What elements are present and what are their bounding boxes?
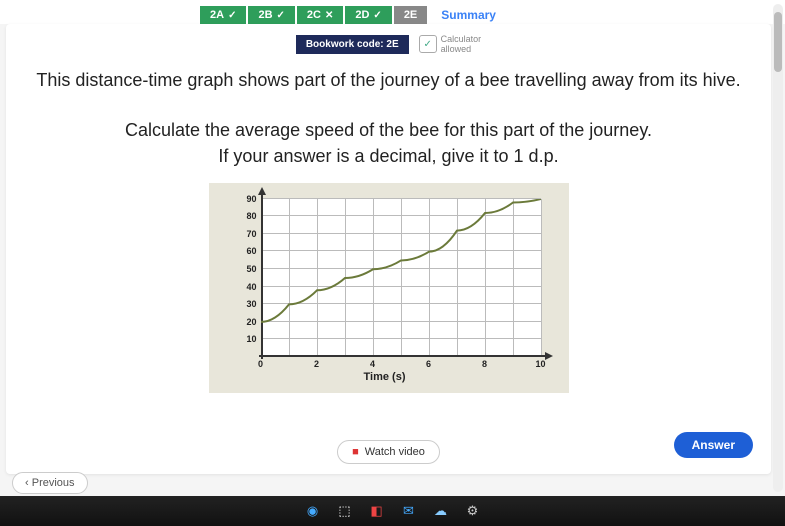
taskbar-icon[interactable]: ✉ — [400, 502, 418, 520]
question-text: This distance-time graph shows part of t… — [36, 68, 741, 169]
chart-panel: Distance from hive (m) Time (s) 10203040… — [209, 183, 569, 393]
y-tick-label: 90 — [246, 194, 256, 204]
tab-label: 2D — [355, 9, 369, 21]
check-icon: ✓ — [228, 10, 236, 21]
y-tick-label: 50 — [246, 264, 256, 274]
check-icon: ✓ — [277, 10, 285, 21]
tab-label: 2B — [258, 9, 272, 21]
bookwork-badge: Bookwork code: 2E — [296, 35, 409, 54]
gridline — [541, 199, 542, 357]
bookwork-row: Bookwork code: 2E ✓ Calculator allowed — [36, 34, 741, 54]
check-icon: ✓ — [373, 10, 381, 21]
video-icon: ■ — [352, 446, 359, 458]
y-tick-label: 40 — [246, 282, 256, 292]
calculator-allowed: ✓ Calculator allowed — [419, 34, 482, 54]
y-tick-label: 10 — [246, 334, 256, 344]
tab-2d[interactable]: 2D ✓ — [345, 6, 391, 24]
watch-video-button[interactable]: ■ Watch video — [337, 440, 440, 464]
calc-text: allowed — [441, 44, 482, 54]
tab-2b[interactable]: 2B ✓ — [248, 6, 294, 24]
answer-button[interactable]: Answer — [674, 432, 753, 458]
arrow-icon — [545, 352, 553, 360]
question-line: Calculate the average speed of the bee f… — [36, 118, 741, 143]
scroll-thumb[interactable] — [774, 12, 782, 72]
tab-label: 2C — [307, 9, 321, 21]
tab-2c[interactable]: 2C ✕ — [297, 6, 343, 24]
data-curve — [261, 199, 541, 357]
cross-icon: ✕ — [325, 10, 333, 21]
question-line: If your answer is a decimal, give it to … — [36, 144, 741, 169]
gear-icon[interactable]: ⚙ — [464, 502, 482, 520]
x-tick-label: 10 — [535, 359, 545, 369]
y-tick-label: 20 — [246, 317, 256, 327]
y-tick-label: 70 — [246, 229, 256, 239]
previous-label: Previous — [32, 477, 75, 489]
taskbar-icon[interactable]: ☁ — [432, 502, 450, 520]
question-tabs: 2A ✓ 2B ✓ 2C ✕ 2D ✓ 2E Summary — [0, 0, 785, 24]
y-tick-label: 80 — [246, 211, 256, 221]
x-axis-label: Time (s) — [364, 371, 406, 383]
taskbar: ◉ ⬚ ◧ ✉ ☁ ⚙ — [0, 496, 785, 526]
tab-2e[interactable]: 2E — [394, 6, 427, 24]
y-tick-label: 60 — [246, 246, 256, 256]
y-tick-label: 30 — [246, 299, 256, 309]
taskbar-icon[interactable]: ⬚ — [336, 502, 354, 520]
x-tick-label: 6 — [426, 359, 431, 369]
question-panel: Bookwork code: 2E ✓ Calculator allowed T… — [6, 24, 771, 474]
question-line: This distance-time graph shows part of t… — [36, 68, 741, 93]
x-tick-label: 4 — [370, 359, 375, 369]
calc-text: Calculator — [441, 34, 482, 44]
scrollbar[interactable] — [773, 4, 783, 492]
bottom-actions: ■ Watch video — [6, 440, 771, 464]
taskbar-icon[interactable]: ◉ — [304, 502, 322, 520]
chevron-left-icon: ‹ — [25, 477, 32, 489]
x-tick-label: 0 — [258, 359, 263, 369]
watch-video-label: Watch video — [365, 446, 425, 458]
x-tick-label: 8 — [482, 359, 487, 369]
taskbar-icon[interactable]: ◧ — [368, 502, 386, 520]
calculator-icon: ✓ — [419, 35, 437, 53]
tab-2a[interactable]: 2A ✓ — [200, 6, 246, 24]
previous-button[interactable]: ‹ Previous — [12, 472, 88, 494]
x-tick-label: 2 — [314, 359, 319, 369]
arrow-icon — [258, 187, 266, 195]
summary-link[interactable]: Summary — [441, 8, 496, 22]
tab-label: 2E — [404, 9, 417, 21]
plot-area: 1020304050607080900246810 — [261, 199, 541, 357]
tab-label: 2A — [210, 9, 224, 21]
